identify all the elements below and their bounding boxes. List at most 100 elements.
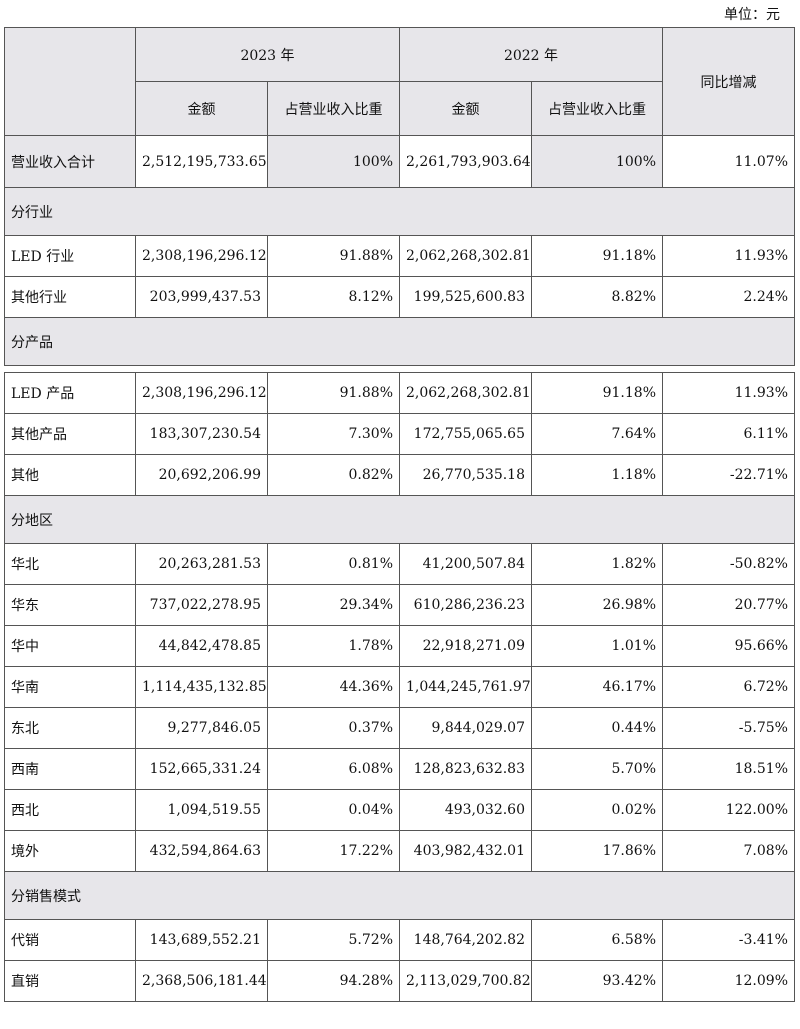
amount-2022: 26,770,535.18 xyxy=(399,454,532,496)
ratio-2023: 8.12% xyxy=(267,276,400,318)
row-label: 其他产品 xyxy=(4,413,136,455)
yoy-change: -22.71% xyxy=(662,454,795,496)
total-amount-2023: 2,512,195,733.65 xyxy=(135,135,268,188)
amount-2022: 493,032.60 xyxy=(399,789,532,831)
ratio-2023: 0.04% xyxy=(267,789,400,831)
yoy-change: -3.41% xyxy=(662,919,795,961)
ratio-2023: 94.28% xyxy=(267,960,400,1002)
table-header: 2023 年 2022 年 同比增减 金额 占营业收入比重 金额 占营业收入比重 xyxy=(4,27,795,136)
ratio-2023: 1.78% xyxy=(267,625,400,667)
row-label: 西南 xyxy=(4,748,136,790)
amount-2023: 432,594,864.63 xyxy=(135,830,268,872)
row-label: 境外 xyxy=(4,830,136,872)
table-row: 华东 737,022,278.95 29.34% 610,286,236.23 26.9… xyxy=(4,584,795,626)
ratio-2023: 0.37% xyxy=(267,707,400,749)
yoy-change: 2.24% xyxy=(662,276,795,318)
row-label: 华北 xyxy=(4,543,136,585)
yoy-change: 20.77% xyxy=(662,584,795,626)
row-spacer-cell xyxy=(5,366,795,373)
unit-label: 单位：元 xyxy=(724,7,780,23)
table-row: 西南 152,665,331.24 6.08% 128,823,632.83 5.70%… xyxy=(4,748,795,790)
row-label: 华东 xyxy=(4,584,136,626)
amount-2023: 2,308,196,296.12 xyxy=(135,235,268,277)
ratio-2023: 5.72% xyxy=(267,919,400,961)
header-year-2022: 2022 年 xyxy=(399,27,663,82)
total-amount-2022: 2,261,793,903.64 xyxy=(399,135,532,188)
amount-2023: 20,692,206.99 xyxy=(135,454,268,496)
ratio-2022: 0.02% xyxy=(531,789,663,831)
ratio-2022: 6.58% xyxy=(531,919,663,961)
ratio-2023: 6.08% xyxy=(267,748,400,790)
table-row: 境外 432,594,864.63 17.22% 403,982,432.01 17.8… xyxy=(4,830,795,872)
amount-2023: 20,263,281.53 xyxy=(135,543,268,585)
table-row: LED 行业 2,308,196,296.12 91.88% 2,062,268,30… xyxy=(4,235,795,277)
amount-2023: 143,689,552.21 xyxy=(135,919,268,961)
ratio-2022: 26.98% xyxy=(531,584,663,626)
ratio-2023: 0.82% xyxy=(267,454,400,496)
yoy-change: 7.08% xyxy=(662,830,795,872)
table-body: 营业收入合计 2,512,195,733.65 100% 2,261,793,9… xyxy=(4,135,795,1002)
section-header-row: 分行业 xyxy=(4,187,795,236)
header-ratio-2022: 占营业收入比重 xyxy=(531,81,663,136)
ratio-2023: 91.88% xyxy=(267,235,400,277)
row-spacer xyxy=(5,366,795,373)
header-year-2023: 2023 年 xyxy=(135,27,400,82)
ratio-2023: 7.30% xyxy=(267,413,400,455)
table-row: LED 产品 2,308,196,296.12 91.88% 2,062,268,30… xyxy=(4,372,795,414)
ratio-2022: 1.18% xyxy=(531,454,663,496)
yoy-change: 11.93% xyxy=(662,372,795,414)
ratio-2022: 1.82% xyxy=(531,543,663,585)
amount-2022: 172,755,065.65 xyxy=(399,413,532,455)
ratio-2022: 93.42% xyxy=(531,960,663,1002)
section-title: 分地区 xyxy=(4,495,795,544)
amount-2022: 403,982,432.01 xyxy=(399,830,532,872)
row-label: 其他 xyxy=(4,454,136,496)
yoy-change: 6.72% xyxy=(662,666,795,708)
row-label: 东北 xyxy=(4,707,136,749)
ratio-2022: 0.44% xyxy=(531,707,663,749)
amount-2023: 183,307,230.54 xyxy=(135,413,268,455)
section-header-row: 分产品 xyxy=(4,317,795,366)
table-row: 华南 1,114,435,132.85 44.36% 1,044,245,761.97… xyxy=(4,666,795,708)
yoy-change: 122.00% xyxy=(662,789,795,831)
section-title: 分产品 xyxy=(4,317,795,366)
amount-2022: 148,764,202.82 xyxy=(399,919,532,961)
amount-2023: 737,022,278.95 xyxy=(135,584,268,626)
table-row: 其他 20,692,206.99 0.82% 26,770,535.18 1.18% -2… xyxy=(4,454,795,496)
ratio-2023: 29.34% xyxy=(267,584,400,626)
row-label: 其他行业 xyxy=(4,276,136,318)
amount-2022: 610,286,236.23 xyxy=(399,584,532,626)
amount-2023: 152,665,331.24 xyxy=(135,748,268,790)
amount-2022: 2,113,029,700.82 xyxy=(399,960,532,1002)
section-header-row: 分销售模式 xyxy=(4,871,795,920)
ratio-2023: 0.81% xyxy=(267,543,400,585)
ratio-2022: 91.18% xyxy=(531,235,663,277)
section-title: 分销售模式 xyxy=(4,871,795,920)
ratio-2022: 17.86% xyxy=(531,830,663,872)
yoy-change: 6.11% xyxy=(662,413,795,455)
row-label: LED 行业 xyxy=(4,235,136,277)
total-yoy: 11.07% xyxy=(662,135,795,188)
amount-2023: 1,114,435,132.85 xyxy=(135,666,268,708)
yoy-change: 12.09% xyxy=(662,960,795,1002)
table-row: 西北 1,094,519.55 0.04% 493,032.60 0.02% 122.00… xyxy=(4,789,795,831)
revenue-composition-table: 2023 年 2022 年 同比增减 金额 占营业收入比重 金额 占营业收入比重… xyxy=(4,27,795,1002)
section-title: 分行业 xyxy=(4,187,795,236)
table-row: 代销 143,689,552.21 5.72% 148,764,202.82 6.58%… xyxy=(4,919,795,961)
table-row: 其他产品 183,307,230.54 7.30% 172,755,065.65 7.6… xyxy=(4,413,795,455)
table-row: 直销 2,368,506,181.44 94.28% 2,113,029,700.82… xyxy=(4,960,795,1002)
amount-2023: 203,999,437.53 xyxy=(135,276,268,318)
amount-2023: 9,277,846.05 xyxy=(135,707,268,749)
ratio-2023: 44.36% xyxy=(267,666,400,708)
amount-2023: 1,094,519.55 xyxy=(135,789,268,831)
row-label: LED 产品 xyxy=(4,372,136,414)
yoy-change: 95.66% xyxy=(662,625,795,667)
total-ratio-2023: 100% xyxy=(267,135,400,188)
yoy-change: 11.93% xyxy=(662,235,795,277)
total-ratio-2022: 100% xyxy=(531,135,663,188)
table-row: 其他行业 203,999,437.53 8.12% 199,525,600.83 8.8… xyxy=(4,276,795,318)
header-amount-2023: 金额 xyxy=(135,81,268,136)
ratio-2023: 17.22% xyxy=(267,830,400,872)
table-row: 东北 9,277,846.05 0.37% 9,844,029.07 0.44% -5.7… xyxy=(4,707,795,749)
row-label: 直销 xyxy=(4,960,136,1002)
